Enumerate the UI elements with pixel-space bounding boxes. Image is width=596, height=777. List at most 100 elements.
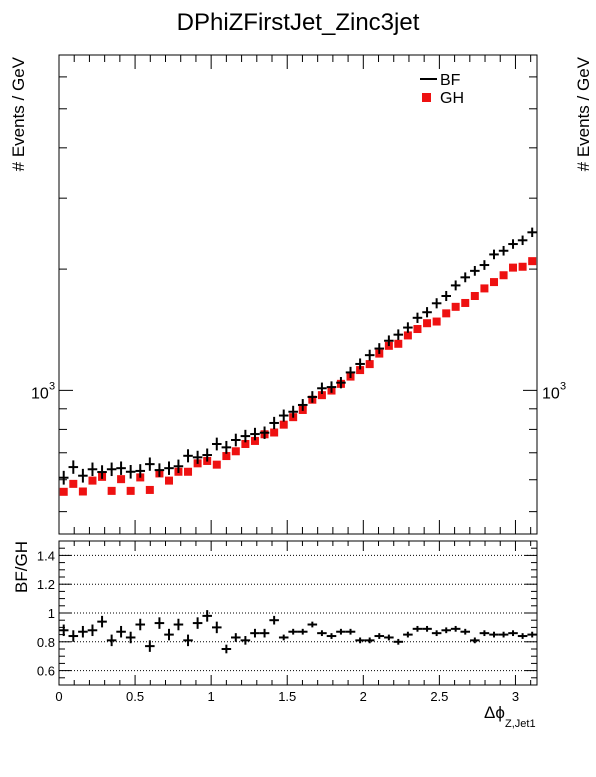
bf-point — [422, 307, 432, 318]
bf-point — [58, 470, 69, 485]
gh-point — [423, 319, 432, 328]
bf-point — [106, 462, 117, 477]
y-tick-label: 1.4 — [37, 548, 55, 563]
ratio-point — [97, 615, 107, 628]
ratio-point — [403, 631, 413, 638]
ratio-point — [145, 640, 155, 652]
gh-point — [107, 486, 116, 495]
gh-point — [461, 298, 470, 307]
ratio-point — [68, 630, 79, 642]
gh-point — [499, 271, 508, 280]
bf-point — [135, 464, 146, 478]
bf-point — [364, 349, 375, 361]
bf-point — [116, 461, 126, 475]
x-tick-label: 0 — [55, 689, 62, 704]
gh-point — [317, 391, 326, 400]
bf-point — [489, 249, 499, 260]
chart-title: DPhiZFirstJet_Zinc3jet — [177, 9, 420, 36]
y-tick-label-exp: 3 — [49, 380, 55, 392]
ratio-point — [393, 638, 404, 645]
gh-point — [117, 475, 126, 484]
bf-point — [145, 457, 155, 471]
gh-point — [413, 325, 422, 334]
ratio-point — [317, 630, 327, 637]
bf-point — [173, 459, 184, 473]
gh-point — [470, 291, 479, 300]
bf-point — [317, 382, 327, 395]
ratio-point — [202, 610, 212, 622]
ratio-point — [479, 630, 490, 637]
ratio-point — [422, 625, 432, 632]
bf-point — [374, 343, 385, 354]
gh-point — [165, 476, 174, 485]
y-axis-label-left: # Events / GeV — [9, 56, 28, 171]
y-tick-label-base: 10 — [31, 385, 49, 402]
bf-point — [164, 461, 174, 475]
bf-point — [460, 272, 471, 283]
bf-point — [278, 409, 289, 422]
gh-point — [270, 428, 279, 437]
gh-point — [222, 452, 231, 461]
ratio-point — [508, 630, 518, 637]
gh-point — [145, 485, 154, 494]
series-gh — [59, 257, 537, 496]
legend-gh-marker — [422, 93, 431, 102]
x-axis-label-symbol: Δϕ — [484, 703, 505, 722]
bf-point — [441, 290, 452, 302]
ratio-point — [450, 625, 461, 632]
bf-point — [508, 239, 518, 249]
ratio-point — [154, 617, 165, 629]
ratio-point — [307, 621, 318, 628]
ratio-point — [116, 625, 126, 638]
gh-point — [528, 257, 537, 266]
bf-point — [78, 468, 88, 483]
bf-point — [288, 405, 298, 418]
bf-point — [450, 280, 461, 291]
x-tick-label: 2 — [360, 689, 367, 704]
gh-point — [212, 460, 221, 469]
ratio-point — [212, 621, 222, 634]
bf-point — [221, 440, 232, 454]
bf-point — [68, 460, 79, 474]
bf-point — [355, 358, 365, 370]
ratio-point — [345, 628, 356, 635]
y-tick-label: 0.8 — [37, 635, 55, 650]
gh-point — [279, 420, 288, 429]
series-bf — [58, 227, 537, 485]
bf-point — [250, 427, 260, 441]
gh-point — [250, 436, 259, 445]
gh-point — [69, 479, 78, 488]
ratio-point — [336, 628, 346, 635]
gh-point — [451, 302, 460, 311]
gh-point — [394, 339, 403, 348]
ratio-point — [259, 628, 270, 638]
top-panel-frame — [58, 54, 538, 535]
ratio-y-ticks: 0.6 0.8 1 1.2 1.4 — [37, 540, 537, 686]
top-y-ticks — [59, 76, 537, 513]
ratio-point — [470, 637, 480, 644]
x-tick-label: 3 — [512, 689, 519, 704]
ratio-point — [240, 636, 251, 645]
bf-point — [297, 399, 308, 411]
ratio-point — [297, 628, 308, 635]
gh-point — [490, 278, 499, 287]
gh-point — [356, 366, 365, 375]
ratio-point — [355, 637, 365, 644]
ratio-point — [412, 625, 423, 632]
ratio-series — [58, 610, 537, 654]
ratio-point — [192, 617, 203, 629]
bf-point — [517, 235, 528, 246]
ratio-point — [288, 628, 298, 635]
ratio-point — [527, 631, 537, 638]
ratio-point — [183, 634, 193, 647]
ratio-point — [269, 615, 279, 625]
gh-point — [231, 447, 240, 456]
top-x-ticks — [58, 55, 532, 534]
bf-point — [470, 265, 480, 276]
gh-point — [59, 487, 68, 496]
ratio-x-ticks: 0 0.5 1 1.5 2 2.5 3 — [55, 541, 532, 704]
ratio-point — [441, 627, 452, 634]
ratio-point — [498, 631, 509, 638]
